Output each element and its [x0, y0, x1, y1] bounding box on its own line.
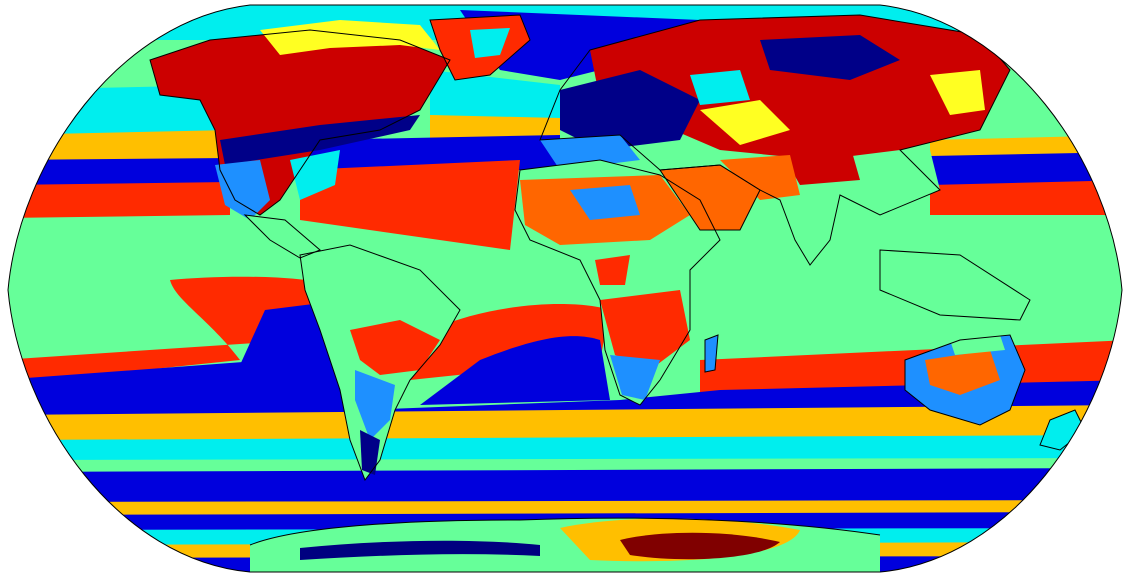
asia-tundra: [700, 100, 790, 145]
india: [780, 195, 840, 265]
greenland-cyan-edge: [470, 28, 510, 58]
coastline-africa: [514, 159, 721, 406]
na-east-humid: [290, 150, 340, 200]
south-pacific-red-tongue: [8, 276, 330, 385]
coastline-greenland: [429, 14, 531, 81]
sahara-semi-strip: [570, 185, 640, 220]
south-cyan-band: [8, 435, 1122, 465]
africa-red-patch: [595, 255, 630, 285]
sa-cold-tip: [360, 430, 380, 475]
map-frame: [7, 4, 1123, 573]
iran-arid: [720, 155, 800, 200]
mediterranean: [540, 135, 640, 170]
siberia-cold: [760, 35, 900, 80]
antarctica-navy-ring: [300, 540, 540, 560]
east-asia-tundra: [930, 70, 985, 115]
na-tundra: [260, 20, 440, 55]
coastline-central-america: [243, 214, 321, 259]
madagascar: [705, 335, 718, 372]
north-pacific-red-band: [8, 182, 230, 218]
east-asia-humid: [850, 150, 940, 215]
sa-red-savanna: [350, 320, 440, 375]
east-pacific-red-band: [930, 180, 1122, 215]
coastline-madagascar: [704, 334, 719, 373]
se-asia-islands: [880, 250, 1030, 320]
south-africa-semi: [610, 355, 660, 400]
east-pacific-blue-band: [930, 150, 1122, 190]
australia-arid: [925, 350, 1000, 395]
south-orange-band: [8, 405, 1122, 445]
north-atlantic-cyan-band: [430, 70, 560, 120]
sa-semi-arid: [355, 370, 395, 440]
south-africa-red: [600, 290, 690, 370]
coastline-se-asia: [879, 249, 1031, 321]
europe-cold: [560, 70, 700, 150]
central-asia-cyan: [690, 70, 750, 105]
tibet-boreal: [780, 145, 860, 185]
coastline-australia: [904, 334, 1026, 426]
coastline-arabia: [659, 164, 761, 231]
coastline-south-america: [299, 244, 461, 482]
eurasia-boreal: [590, 15, 1010, 160]
south-blue-band: [8, 330, 1122, 420]
antarctica-darkred-core: [620, 532, 780, 560]
na-semi-arid: [215, 160, 270, 220]
south-atlantic-blue-tongue: [420, 336, 610, 405]
arabia: [660, 165, 760, 230]
north-atlantic-red-band: [300, 160, 520, 250]
central-america: [245, 215, 320, 258]
coastline-north-america: [149, 29, 451, 216]
southern-ocean-blue: [8, 468, 1122, 510]
coastline-antarctica: [249, 517, 881, 546]
